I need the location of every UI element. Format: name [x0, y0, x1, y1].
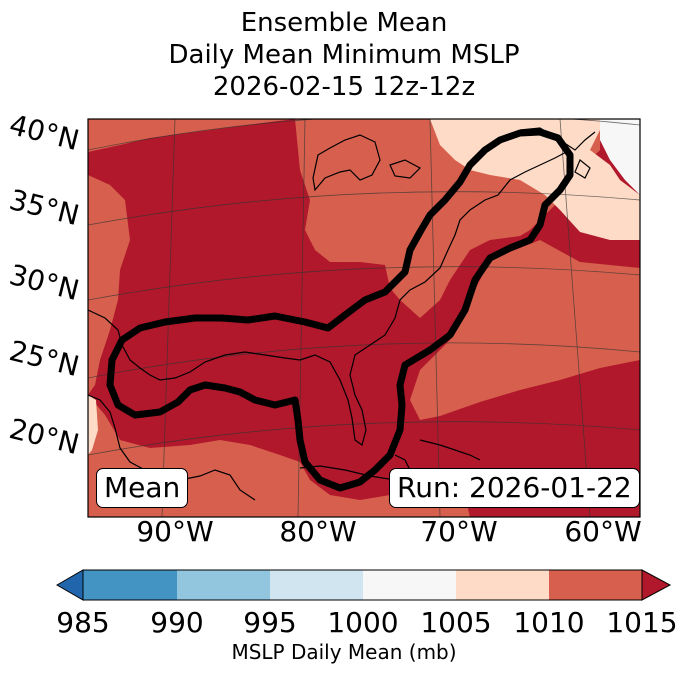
lon-label-80: 80°W: [279, 515, 357, 548]
colorbar-label: MSLP Daily Mean (mb): [231, 640, 457, 664]
colorbar-extend-high: [641, 569, 672, 601]
colorbar-tick-1005: 1005: [420, 606, 492, 639]
mslp-fill-995-1000-corner: [600, 119, 640, 195]
colorbar-tick-1010: 1010: [513, 606, 585, 639]
colorbar-seg-1000: [363, 570, 456, 600]
title-line-1: Ensemble Mean: [240, 8, 448, 38]
run-label-box: Run: 2026-01-22: [389, 468, 640, 508]
colorbar-tick-1000: 1000: [327, 606, 399, 639]
lon-label-60: 60°W: [564, 515, 642, 548]
mslp-fill-1005-1010-west: [88, 175, 130, 395]
colorbar-tick-995: 995: [243, 606, 297, 639]
colorbar-seg-1005: [456, 570, 549, 600]
colorbar-tick-990: 990: [150, 606, 204, 639]
colorbar: [55, 569, 672, 601]
lon-label-70: 70°W: [420, 515, 498, 548]
colorbar-seg-995: [270, 570, 363, 600]
colorbar-tick-985: 985: [56, 606, 110, 639]
colorbar-tick-1015: 1015: [606, 606, 678, 639]
ensemble-contour: [106, 128, 574, 492]
colorbar-extend-low: [55, 569, 84, 601]
title-line-2: Daily Mean Minimum MSLP: [168, 40, 520, 70]
mslp-fill-1005-1010-north: [88, 119, 295, 152]
colorbar-seg-990: [177, 570, 270, 600]
colorbar-seg-1010: [549, 570, 642, 600]
mslp-fill-1000-1005-southwest: [88, 395, 98, 455]
colorbar-seg-985: [83, 570, 177, 600]
mslp-fill-1005-1010-east: [410, 240, 640, 420]
lon-label-90: 90°W: [136, 515, 214, 548]
mean-label-box: Mean: [96, 468, 189, 508]
title-line-3: 2026-02-15 12z-12z: [212, 72, 476, 102]
